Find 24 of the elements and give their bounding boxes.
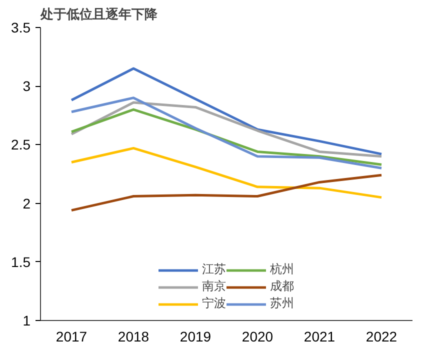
x-tick-label: 2018 [118, 328, 150, 344]
chart-title: 处于低位且逐年下降 [40, 6, 158, 22]
x-tick-label: 2020 [242, 328, 274, 344]
y-tick-label: 1 [22, 312, 31, 328]
y-tick-label: 3 [22, 78, 31, 94]
y-tick-label: 3.5 [11, 20, 31, 36]
legend-label: 杭州 [270, 261, 294, 278]
line-series [70, 101, 383, 158]
line-series [70, 174, 383, 212]
y-tick-label: 1.5 [11, 254, 31, 270]
line-series [70, 146, 383, 199]
x-tick-label: 2022 [366, 328, 398, 344]
line-series [70, 67, 383, 156]
legend-label: 江苏 [202, 261, 226, 278]
legend-label: 苏州 [270, 295, 294, 312]
x-tick-label: 2017 [56, 328, 88, 344]
line-series [70, 96, 383, 170]
legend-label: 成都 [270, 278, 294, 295]
y-tick-label: 2 [22, 195, 31, 212]
y-tick-label: 2.5 [11, 136, 31, 153]
legend-label: 南京 [202, 278, 226, 295]
legend-label: 宁波 [202, 295, 226, 312]
x-tick-label: 2019 [180, 328, 212, 344]
x-tick-label: 2021 [304, 328, 336, 344]
